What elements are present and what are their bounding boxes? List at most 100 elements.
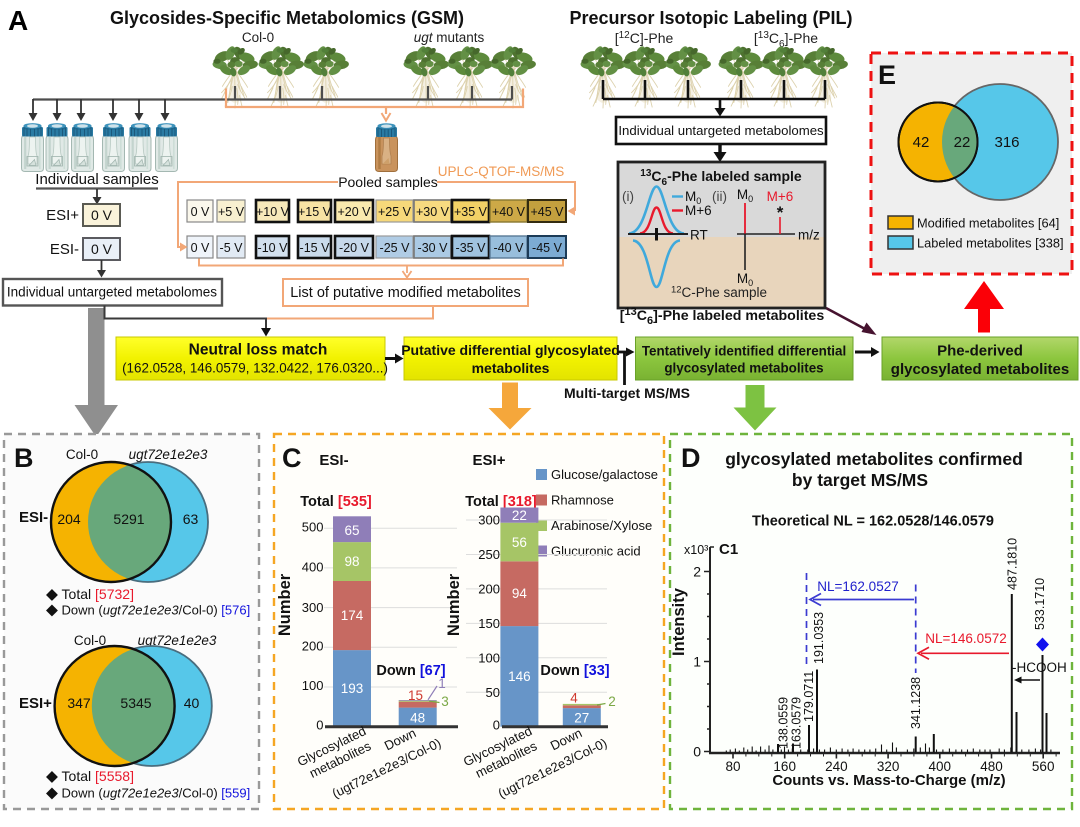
svg-text:56: 56 [512, 535, 527, 550]
svg-text:+45 V: +45 V [530, 205, 564, 219]
svg-text:341.1238: 341.1238 [909, 677, 923, 729]
svg-text:12C-Phe sample: 12C-Phe sample [671, 285, 767, 301]
svg-text:Total [318]: Total [318] [465, 494, 537, 510]
svg-text:+30 V: +30 V [416, 205, 450, 219]
svg-text:+40 V: +40 V [492, 205, 526, 219]
svg-text:-30 V: -30 V [418, 241, 449, 255]
svg-text:65: 65 [344, 523, 359, 538]
svg-text:Down [67]: Down [67] [376, 663, 445, 679]
svg-text:Rhamnose: Rhamnose [551, 493, 614, 508]
svg-text:100: 100 [478, 650, 500, 665]
svg-text:-25 V: -25 V [380, 241, 411, 255]
svg-text:40: 40 [184, 695, 200, 711]
svg-text:487.1810: 487.1810 [1006, 538, 1020, 590]
svg-text:Arabinose/Xylose: Arabinose/Xylose [551, 518, 652, 533]
svg-text:316: 316 [994, 134, 1019, 151]
svg-text:ugt72e1e2e3: ugt72e1e2e3 [138, 633, 217, 648]
svg-text:◆ Down (ugt72e1e2e3/Col-0) [55: ◆ Down (ugt72e1e2e3/Col-0) [559] [46, 785, 250, 802]
svg-text:[12C]-Phe: [12C]-Phe [615, 30, 674, 46]
svg-text:63: 63 [183, 511, 199, 527]
svg-text:Number: Number [445, 573, 463, 636]
svg-text:ESI+: ESI+ [19, 695, 52, 712]
svg-text:320: 320 [877, 759, 900, 774]
svg-text:560: 560 [1032, 759, 1055, 774]
svg-text:Number: Number [276, 573, 294, 636]
svg-text:300: 300 [478, 513, 500, 528]
svg-text:22: 22 [954, 134, 971, 151]
svg-text:-HCOOH: -HCOOH [1012, 660, 1067, 675]
svg-text:+20 V: +20 V [337, 205, 371, 219]
svg-text:27: 27 [574, 711, 589, 726]
svg-text:48: 48 [410, 711, 425, 726]
svg-text:Neutral loss match: Neutral loss match [189, 342, 328, 359]
svg-text:100: 100 [302, 678, 324, 693]
svg-text:94: 94 [512, 586, 528, 601]
svg-text:◆ Total [5732]: ◆ Total [5732] [46, 586, 134, 603]
svg-text:[13C6]-Phe: [13C6]-Phe [754, 30, 818, 50]
svg-text:400: 400 [302, 560, 324, 575]
svg-text:0 V: 0 V [91, 241, 113, 257]
svg-text:(162.0528, 146.0579, 132.0422,: (162.0528, 146.0579, 132.0422, 176.0320.… [122, 361, 388, 376]
svg-text:ESI+: ESI+ [46, 207, 79, 224]
svg-text:80: 80 [725, 759, 740, 774]
svg-text:2: 2 [608, 694, 616, 709]
svg-text:+35 V: +35 V [454, 205, 488, 219]
svg-text:D: D [681, 443, 701, 473]
svg-text:Tentatively identified differe: Tentatively identified differential [642, 344, 846, 359]
svg-text:0: 0 [493, 718, 500, 733]
svg-text:138.0559: 138.0559 [777, 697, 791, 749]
svg-text:1: 1 [438, 676, 446, 691]
svg-text:Glucuronic acid: Glucuronic acid [551, 544, 641, 559]
svg-text:163.0579: 163.0579 [790, 697, 804, 749]
svg-text:Labeled metabolites [338]: Labeled metabolites [338] [917, 236, 1064, 251]
svg-text:C: C [282, 443, 302, 473]
svg-text:Pooled samples: Pooled samples [338, 174, 438, 190]
svg-text:by target MS/MS: by target MS/MS [792, 470, 928, 490]
svg-text:(ii): (ii) [712, 189, 727, 204]
svg-text:193: 193 [341, 681, 364, 696]
svg-text:RT: RT [690, 228, 708, 243]
svg-text:UPLC-QTOF-MS/MS: UPLC-QTOF-MS/MS [438, 164, 565, 179]
svg-text:B: B [14, 443, 34, 473]
svg-text:glycosylated metabolites confi: glycosylated metabolites confirmed [725, 449, 1023, 469]
svg-text:347: 347 [67, 695, 91, 711]
svg-text:+10 V: +10 V [256, 205, 290, 219]
svg-text:ESI-: ESI- [50, 241, 79, 258]
svg-text:Individual samples: Individual samples [35, 171, 158, 188]
svg-text:Counts vs. Mass-to-Charge (m/z: Counts vs. Mass-to-Charge (m/z) [772, 772, 1005, 789]
svg-text:ESI-: ESI- [19, 509, 48, 526]
svg-text:-35 V: -35 V [456, 241, 487, 255]
svg-text:[13C6]-Phe labeled metabolites: [13C6]-Phe labeled metabolites [620, 306, 825, 327]
svg-text:1: 1 [693, 654, 701, 670]
svg-text:191.0353: 191.0353 [812, 612, 826, 664]
svg-text:-5 V: -5 V [220, 241, 244, 255]
svg-text:0 V: 0 V [191, 205, 210, 219]
svg-text:Precursor Isotopic Labeling (P: Precursor Isotopic Labeling (PIL) [569, 8, 852, 28]
svg-text:4: 4 [570, 691, 578, 706]
svg-text:200: 200 [478, 581, 500, 596]
svg-text:ESI+: ESI+ [473, 452, 506, 469]
svg-text:(i): (i) [622, 189, 634, 204]
svg-text:300: 300 [302, 600, 324, 615]
svg-text:x10³: x10³ [684, 543, 708, 557]
svg-text:0 V: 0 V [91, 207, 113, 223]
svg-text:m/z: m/z [798, 228, 820, 243]
svg-text:Intensity: Intensity [670, 587, 688, 656]
svg-text:+5 V: +5 V [218, 205, 245, 219]
svg-text:0: 0 [693, 744, 701, 760]
svg-text:98: 98 [344, 554, 359, 569]
svg-text:Glucose/galactose: Glucose/galactose [551, 467, 658, 482]
svg-text:List of putative modified meta: List of putative modified metabolites [290, 285, 521, 301]
svg-text:15: 15 [408, 688, 423, 703]
svg-text:480: 480 [980, 759, 1003, 774]
svg-text:204: 204 [57, 511, 81, 527]
svg-text:Glycosides-Specific Metabolomi: Glycosides-Specific Metabolomics (GSM) [110, 8, 464, 28]
svg-text:-15 V: -15 V [300, 241, 331, 255]
svg-text:+15 V: +15 V [298, 205, 332, 219]
svg-text:ESI-: ESI- [319, 452, 348, 469]
svg-text:5345: 5345 [120, 695, 151, 711]
svg-text:13C6-Phe labeled sample: 13C6-Phe labeled sample [640, 168, 802, 188]
svg-text:2: 2 [693, 564, 701, 580]
svg-text:Phe-derived: Phe-derived [937, 343, 1023, 360]
svg-text:NL=146.0572: NL=146.0572 [925, 631, 1006, 646]
